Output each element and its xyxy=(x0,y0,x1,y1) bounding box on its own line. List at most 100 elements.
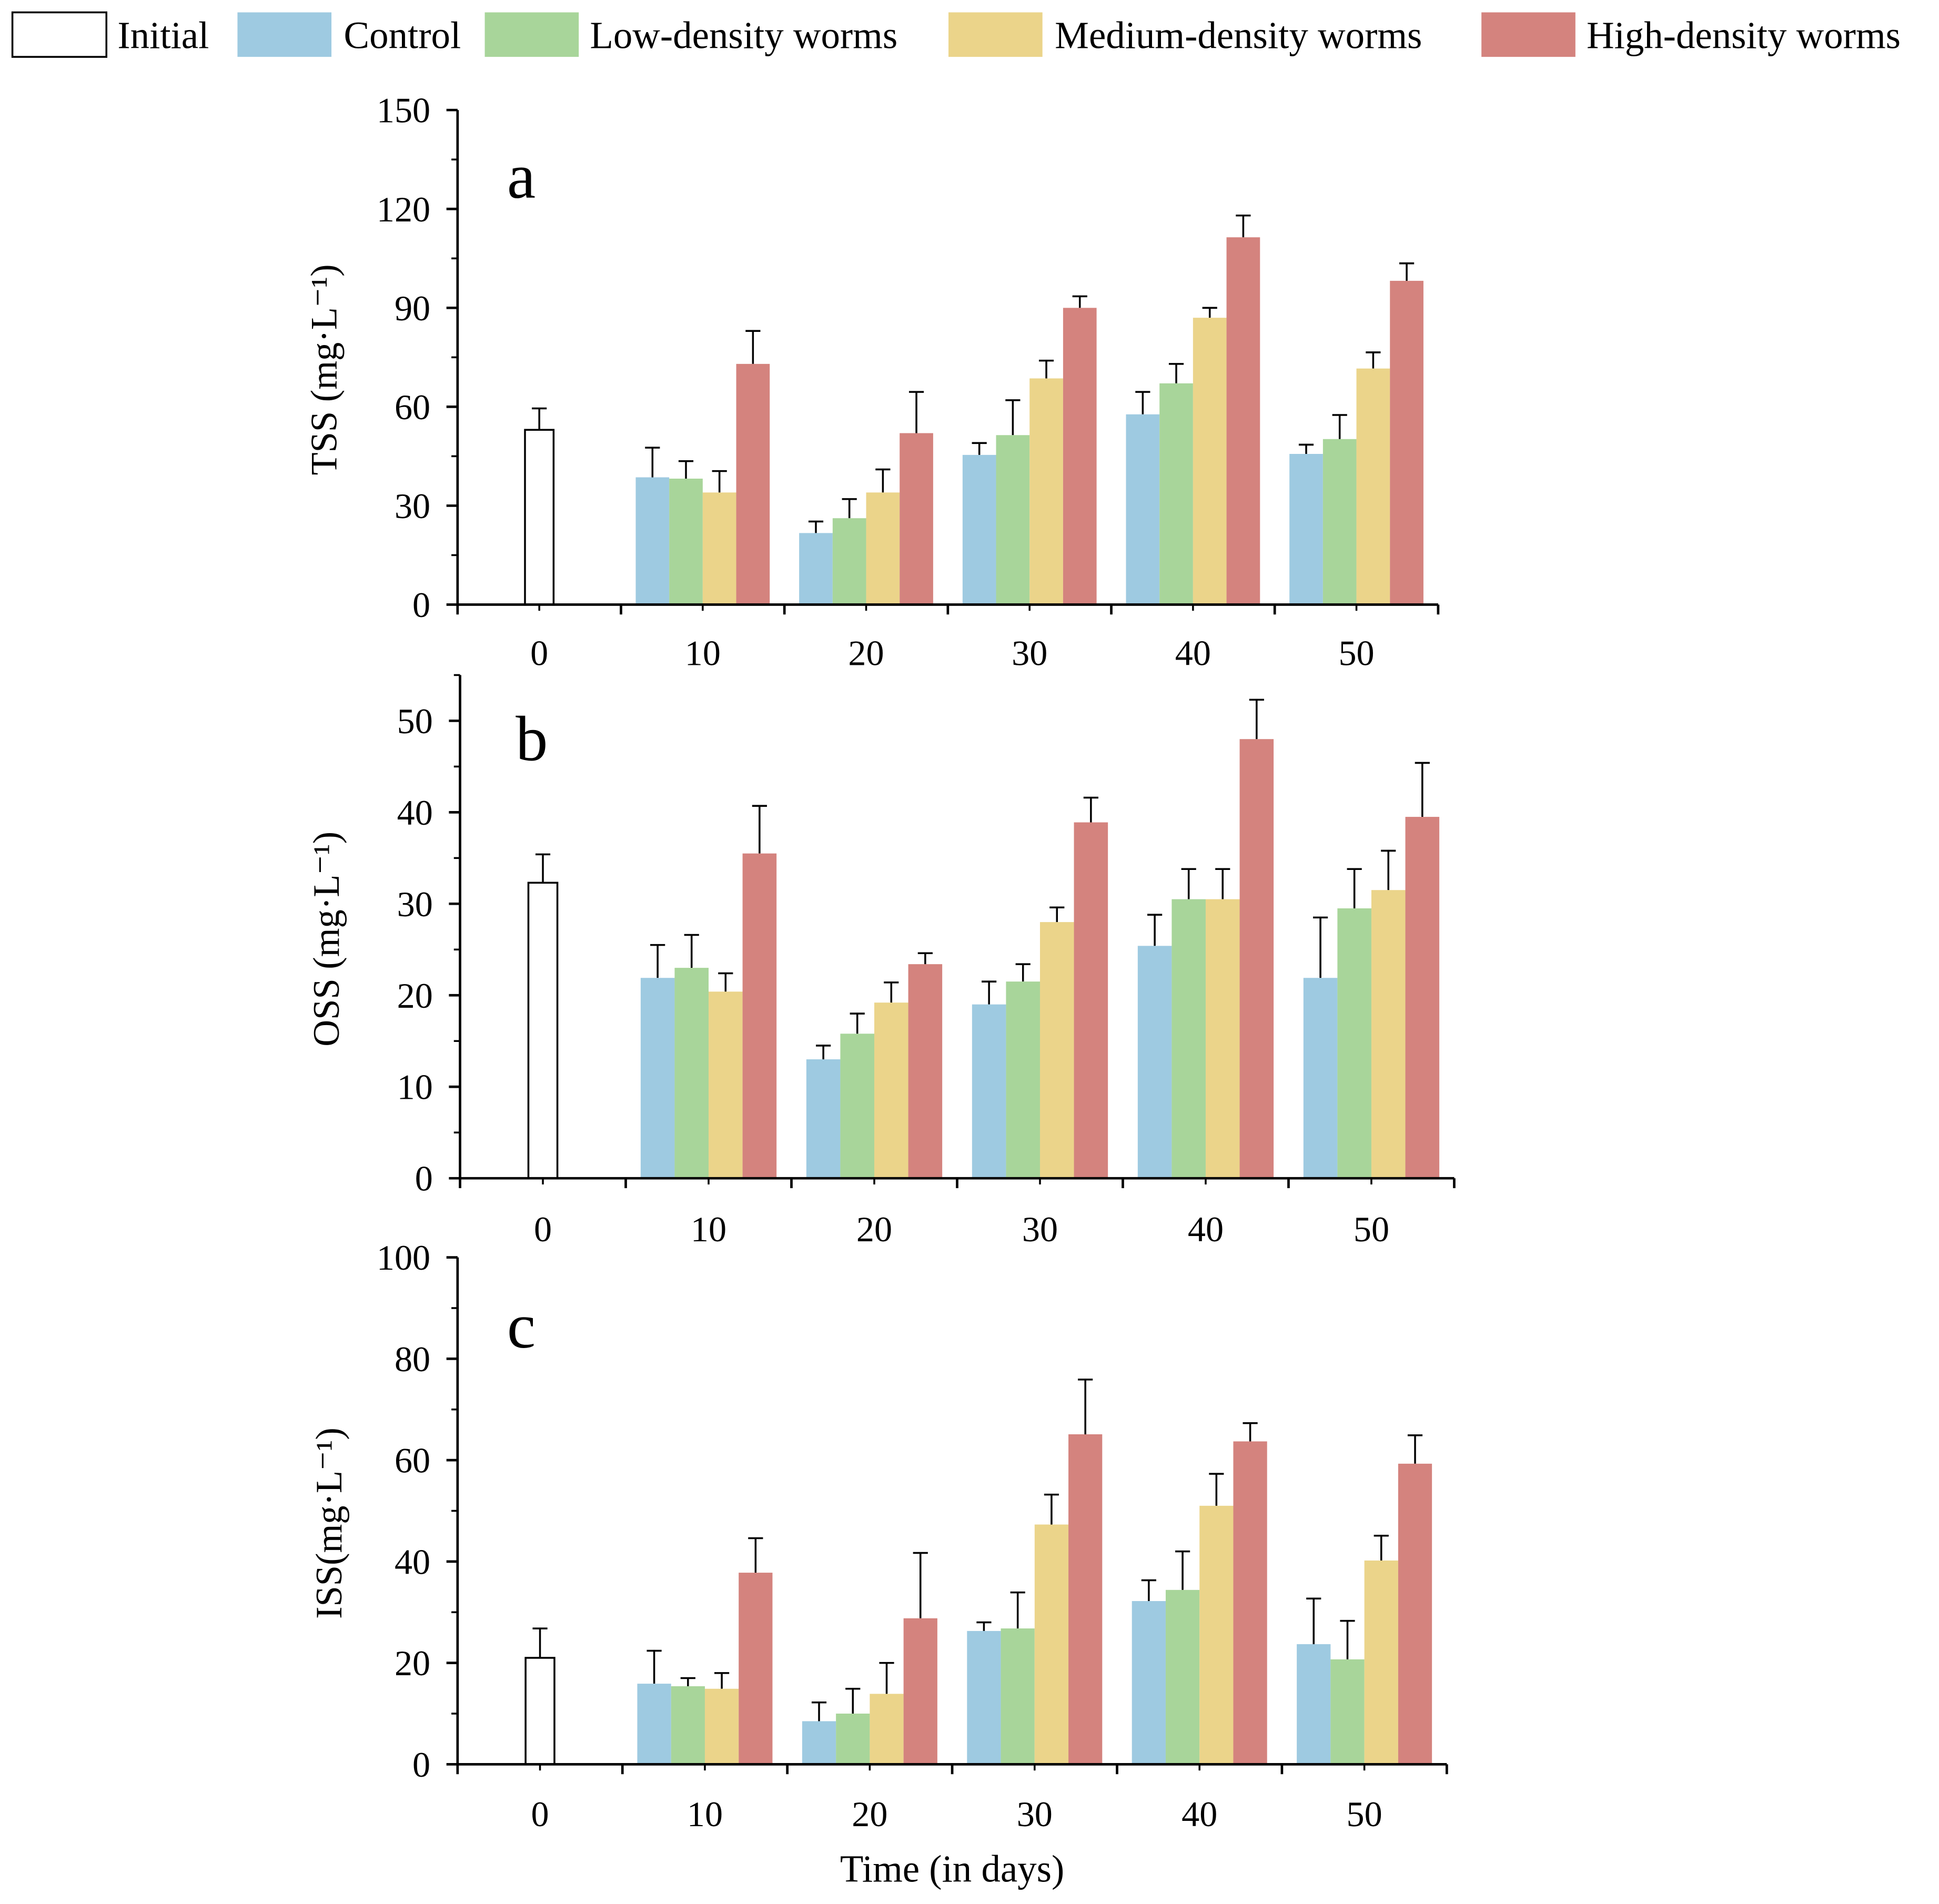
bar-medium-density-worms xyxy=(709,991,743,1179)
x-tick-label: 0 xyxy=(534,1209,552,1249)
bar-high-density-worms xyxy=(1398,1463,1432,1765)
y-tick-label: 120 xyxy=(377,189,430,229)
bar-low-density-worms xyxy=(1001,1628,1035,1765)
legend-swatch xyxy=(11,11,108,58)
legend-item: High-density worms xyxy=(1481,12,1901,57)
bar-high-density-worms xyxy=(903,1618,937,1765)
bar-medium-density-worms xyxy=(1371,890,1406,1179)
panel-label: a xyxy=(507,141,536,212)
x-axis-label: Time (in days) xyxy=(840,1848,1064,1890)
bar-control xyxy=(1132,1601,1166,1765)
x-tick-label: 20 xyxy=(852,1794,887,1834)
bar-medium-density-worms xyxy=(702,492,736,605)
bar-low-density-worms xyxy=(1159,383,1193,605)
bar-control xyxy=(635,477,670,605)
x-tick-label: 40 xyxy=(1175,633,1211,673)
bar-control xyxy=(967,1630,1001,1765)
chart-panel-a: 0 30 60 90 120 150 0 10 20 30 40 50 a TSS (mg·L⁻¹) xyxy=(304,90,1440,673)
y-tick-label: 10 xyxy=(397,1067,433,1107)
legend-item: Control xyxy=(237,12,461,57)
bar-control xyxy=(637,1684,671,1765)
bar-low-density-worms xyxy=(832,518,866,605)
y-tick-label: 20 xyxy=(397,976,433,1016)
bar-control xyxy=(972,1004,1006,1179)
bar-high-density-worms xyxy=(1233,1441,1267,1765)
bar-medium-density-worms xyxy=(1205,899,1240,1179)
legend: Initial Control Low-density worms Medium-de… xyxy=(11,11,1901,58)
x-tick-label: 50 xyxy=(1338,633,1374,673)
bar-high-density-worms xyxy=(742,853,777,1179)
y-tick-label: 150 xyxy=(377,90,430,130)
panel-label: b xyxy=(516,704,548,775)
y-tick-label: 80 xyxy=(395,1339,430,1379)
x-tick-label: 30 xyxy=(1012,633,1047,673)
bar-medium-density-worms xyxy=(1199,1505,1234,1765)
bar-control xyxy=(1289,454,1323,605)
bar-medium-density-worms xyxy=(1364,1560,1398,1765)
y-tick-label: 40 xyxy=(395,1542,430,1582)
y-axis-label: TSS (mg·L⁻¹) xyxy=(304,264,345,475)
bar-low-density-worms xyxy=(1172,899,1206,1179)
panel-label: c xyxy=(507,1291,536,1362)
y-tick-label: 0 xyxy=(415,1159,433,1199)
legend-label: Low-density worms xyxy=(590,14,897,57)
y-axis-label: OSS (mg·L⁻¹) xyxy=(306,832,347,1047)
x-tick-label: 0 xyxy=(531,1794,549,1834)
bar-high-density-worms xyxy=(736,363,770,605)
chart-panel-c: 0 20 40 60 80 100 0 10 20 30 40 50 c ISS(mg·L⁻¹) Time … xyxy=(309,1238,1448,1890)
bar-low-density-worms xyxy=(669,479,703,605)
x-tick-label: 50 xyxy=(1347,1794,1382,1834)
chart-panel-b: 0 10 20 30 40 50 0 10 20 30 40 50 b OSS (mg·L⁻¹) xyxy=(306,674,1456,1249)
legend-label: Initial xyxy=(117,14,209,57)
bar-control xyxy=(806,1059,841,1179)
bar-low-density-worms xyxy=(1006,981,1040,1179)
x-tick-label: 0 xyxy=(530,633,548,673)
bar-initial xyxy=(524,1657,556,1766)
bar-medium-density-worms xyxy=(1039,922,1074,1179)
bar-control xyxy=(962,454,996,605)
y-tick-label: 30 xyxy=(395,486,430,526)
bar-control xyxy=(1303,978,1338,1179)
legend-swatch xyxy=(1481,12,1576,57)
bar-low-density-worms xyxy=(671,1686,705,1765)
y-tick-label: 90 xyxy=(395,288,430,328)
bar-low-density-worms xyxy=(996,435,1030,605)
y-tick-label: 60 xyxy=(395,1441,430,1481)
bar-low-density-worms xyxy=(1322,439,1357,605)
x-tick-label: 20 xyxy=(848,633,884,673)
bar-high-density-worms xyxy=(1068,1434,1103,1765)
x-tick-label: 30 xyxy=(1017,1794,1053,1834)
legend-label: Control xyxy=(344,14,461,57)
bar-high-density-worms xyxy=(1063,308,1097,605)
y-tick-label: 0 xyxy=(412,585,430,625)
legend-swatch xyxy=(484,12,579,57)
bar-medium-density-worms xyxy=(1193,318,1227,605)
y-tick-label: 30 xyxy=(397,884,433,924)
legend-item: Low-density worms xyxy=(484,12,897,57)
y-tick-label: 100 xyxy=(377,1238,430,1278)
y-tick-label: 50 xyxy=(397,701,433,741)
y-tick-label: 0 xyxy=(412,1745,430,1785)
bar-high-density-worms xyxy=(900,433,933,605)
bar-medium-density-worms xyxy=(866,492,900,605)
y-tick-label: 60 xyxy=(395,387,430,427)
x-tick-label: 10 xyxy=(685,633,721,673)
bar-control xyxy=(799,533,833,605)
bar-low-density-worms xyxy=(836,1714,870,1765)
bar-high-density-worms xyxy=(1390,280,1423,605)
bar-high-density-worms xyxy=(1074,822,1108,1179)
bar-low-density-worms xyxy=(1165,1589,1200,1765)
bar-low-density-worms xyxy=(1330,1659,1365,1765)
y-axis-label: ISS(mg·L⁻¹) xyxy=(309,1427,350,1619)
legend-label: Medium-density worms xyxy=(1055,14,1422,57)
legend-label: High-density worms xyxy=(1587,14,1901,57)
legend-swatch xyxy=(948,12,1043,57)
x-tick-label: 50 xyxy=(1354,1209,1389,1249)
bar-control xyxy=(1126,414,1160,605)
bar-medium-density-worms xyxy=(1356,368,1390,605)
bar-medium-density-worms xyxy=(870,1694,904,1765)
bar-medium-density-worms xyxy=(704,1688,739,1765)
bar-low-density-worms xyxy=(674,968,709,1179)
x-tick-label: 40 xyxy=(1181,1794,1217,1834)
